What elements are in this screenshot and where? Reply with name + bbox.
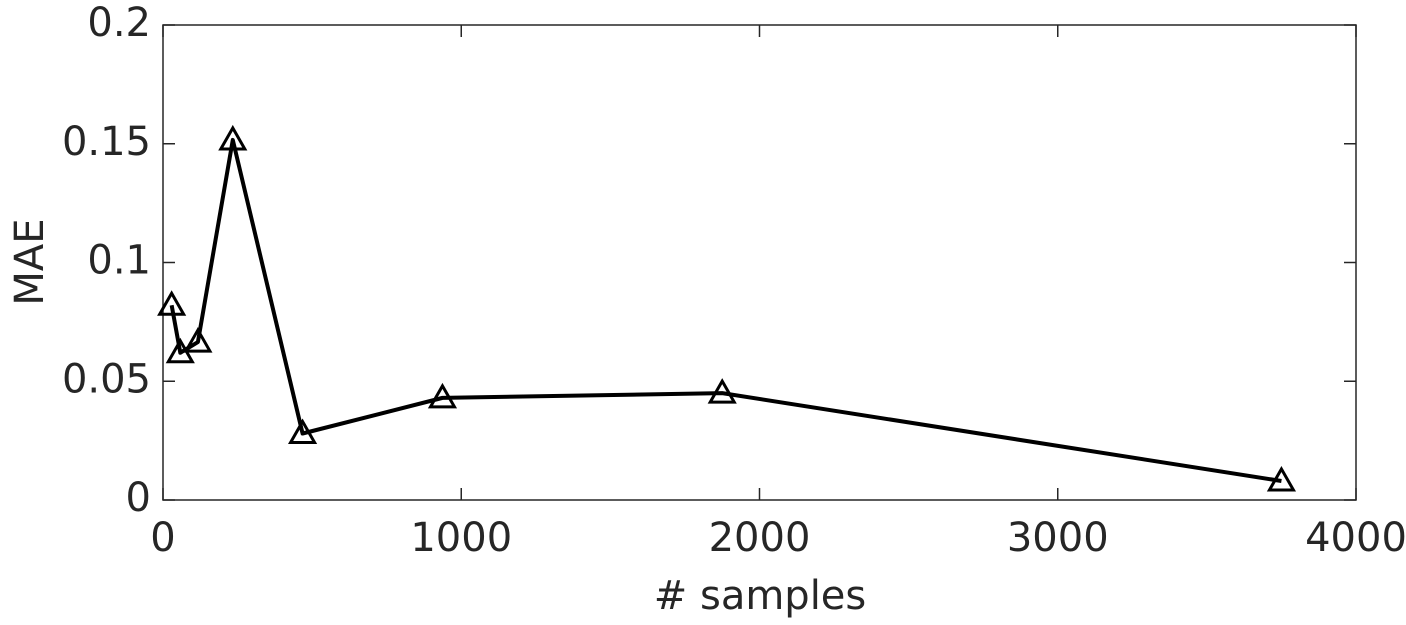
y-tick-label: 0.2 bbox=[87, 0, 151, 46]
marker bbox=[287, 418, 318, 444]
y-tick-label: 0.15 bbox=[62, 119, 151, 165]
plot-frame bbox=[162, 24, 1357, 501]
x-tick-label: 1000 bbox=[410, 515, 512, 561]
y-tick-label: 0.1 bbox=[87, 238, 151, 284]
marker bbox=[157, 290, 187, 316]
marker bbox=[1266, 465, 1297, 492]
marker bbox=[183, 327, 213, 353]
y-axis-label: MAE bbox=[7, 218, 53, 305]
y-tick-label: 0.05 bbox=[62, 356, 151, 402]
marker bbox=[218, 124, 248, 151]
x-tick-label: 0 bbox=[150, 515, 175, 561]
x-tick-label: 3000 bbox=[1007, 515, 1109, 561]
x-tick-label: 4000 bbox=[1305, 515, 1406, 561]
y-tick-label: 0 bbox=[126, 475, 151, 521]
x-tick-label: 2000 bbox=[709, 515, 811, 561]
line bbox=[169, 137, 1282, 483]
marker bbox=[427, 382, 458, 409]
x-axis-label: # samples bbox=[654, 573, 867, 619]
marker bbox=[707, 378, 737, 404]
